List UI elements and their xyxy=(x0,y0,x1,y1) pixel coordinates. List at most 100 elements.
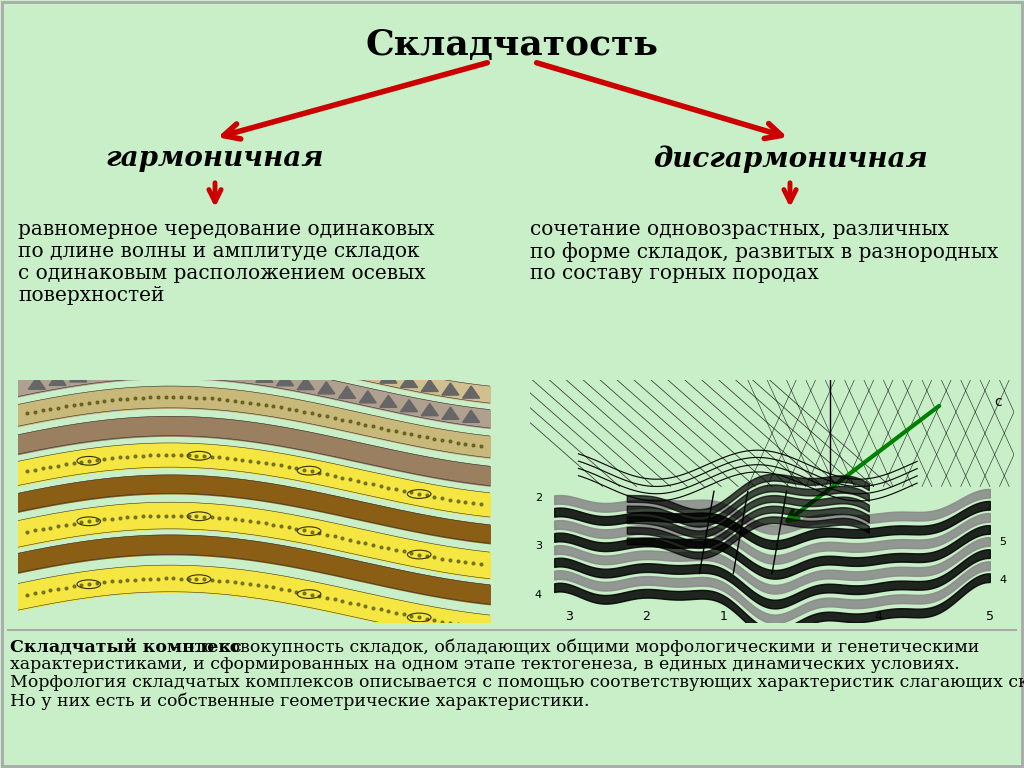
Point xyxy=(265,458,282,470)
Point xyxy=(334,413,350,425)
Point xyxy=(311,467,328,479)
Point xyxy=(134,510,151,522)
Point xyxy=(296,406,312,418)
Point xyxy=(426,614,442,627)
Polygon shape xyxy=(463,386,479,398)
Polygon shape xyxy=(442,383,459,395)
Point xyxy=(434,434,451,446)
Text: Но у них есть и собственные геометрические характеристики.: Но у них есть и собственные геометрическ… xyxy=(10,692,590,710)
Point xyxy=(204,511,220,523)
Point xyxy=(373,604,389,616)
Text: поверхностей: поверхностей xyxy=(18,286,165,305)
Point xyxy=(257,457,273,469)
Text: 1: 1 xyxy=(720,610,727,623)
Point xyxy=(127,450,143,462)
Point xyxy=(303,525,319,538)
Polygon shape xyxy=(400,376,418,388)
Point xyxy=(419,489,435,502)
Point xyxy=(103,452,120,464)
Point xyxy=(411,611,427,624)
Text: по форме складок, развитых в разнородных: по форме складок, развитых в разнородных xyxy=(530,242,998,262)
Point xyxy=(450,436,466,449)
Point xyxy=(357,600,374,612)
Point xyxy=(19,526,36,538)
Point xyxy=(272,459,289,472)
Text: 4: 4 xyxy=(874,610,883,623)
Point xyxy=(272,401,289,413)
Point xyxy=(250,398,266,410)
Polygon shape xyxy=(359,391,376,403)
Text: – это совокупность складок, обладающих общими морфологическими и генетическими: – это совокупность складок, обладающих о… xyxy=(165,638,979,656)
Point xyxy=(142,510,159,522)
Point xyxy=(234,396,251,408)
Point xyxy=(119,511,135,523)
Polygon shape xyxy=(380,371,397,383)
Point xyxy=(42,584,58,597)
Point xyxy=(411,548,427,561)
Polygon shape xyxy=(256,370,272,382)
Point xyxy=(318,528,335,541)
Point xyxy=(211,511,227,524)
Point xyxy=(380,423,396,435)
Point xyxy=(66,581,82,593)
Point xyxy=(373,480,389,492)
Text: сочетание одновозрастных, различных: сочетание одновозрастных, различных xyxy=(530,220,949,239)
Text: Складчатость: Складчатость xyxy=(366,28,658,62)
Point xyxy=(219,394,236,406)
Point xyxy=(219,452,236,464)
Point xyxy=(318,410,335,422)
Point xyxy=(441,435,458,448)
Polygon shape xyxy=(132,339,148,351)
Point xyxy=(158,391,174,403)
Point xyxy=(265,400,282,412)
Text: 3: 3 xyxy=(535,541,542,551)
Point xyxy=(281,461,297,473)
Point xyxy=(103,512,120,525)
Point xyxy=(342,597,358,609)
Point xyxy=(318,468,335,481)
Point xyxy=(66,457,82,469)
Point xyxy=(349,598,366,611)
Point xyxy=(119,574,135,586)
Polygon shape xyxy=(442,407,459,419)
Point xyxy=(472,621,488,634)
Polygon shape xyxy=(380,396,397,407)
Point xyxy=(73,516,89,528)
Point xyxy=(288,585,304,598)
Point xyxy=(165,509,181,521)
Polygon shape xyxy=(153,339,169,350)
Point xyxy=(265,581,282,594)
Point xyxy=(242,578,258,590)
Text: 2: 2 xyxy=(642,610,650,623)
Point xyxy=(226,576,243,588)
Point xyxy=(403,547,420,559)
Text: Морфология складчатых комплексов описывается с помощью соответствующих характери: Морфология складчатых комплексов описыва… xyxy=(10,674,1024,691)
Point xyxy=(373,422,389,434)
Polygon shape xyxy=(339,386,355,399)
Point xyxy=(81,578,97,591)
Point xyxy=(265,518,282,531)
Point xyxy=(450,555,466,568)
Point xyxy=(426,491,442,503)
Point xyxy=(196,392,212,404)
Point xyxy=(180,573,197,585)
Point xyxy=(457,438,473,450)
Point xyxy=(35,523,51,535)
Point xyxy=(357,477,374,489)
Polygon shape xyxy=(276,349,294,362)
Polygon shape xyxy=(111,365,128,377)
Point xyxy=(134,449,151,462)
Point xyxy=(188,573,205,585)
Point xyxy=(365,538,381,551)
Point xyxy=(188,449,205,462)
Point xyxy=(434,615,451,627)
Point xyxy=(88,396,104,408)
Point xyxy=(88,454,104,466)
Text: 5: 5 xyxy=(999,537,1007,547)
Point xyxy=(342,473,358,485)
Text: 5: 5 xyxy=(986,610,994,623)
Polygon shape xyxy=(317,358,335,369)
Point xyxy=(226,513,243,525)
Point xyxy=(173,572,189,584)
Point xyxy=(334,532,350,545)
